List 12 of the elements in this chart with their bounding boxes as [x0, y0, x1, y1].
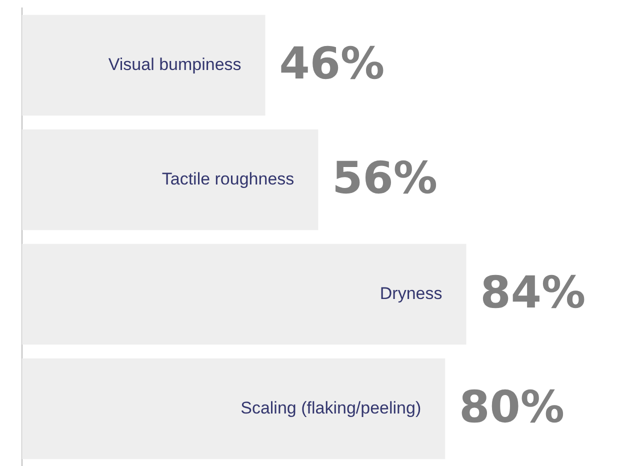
bar: [22, 358, 446, 460]
data-label: 84%: [480, 268, 586, 319]
data-label: 80%: [459, 382, 564, 434]
y-tick-label: Scaling (flaking/peeling): [240, 398, 422, 418]
y-tick-label: Dryness: [380, 284, 442, 303]
data-label: 56%: [332, 153, 438, 204]
data-label: 46%: [279, 38, 385, 90]
y-tick-label: Visual bumpiness: [108, 54, 242, 74]
bar: [22, 129, 318, 230]
y-tick-label: Tactile roughness: [162, 169, 294, 188]
bar: [22, 244, 466, 345]
bar: [22, 14, 266, 116]
